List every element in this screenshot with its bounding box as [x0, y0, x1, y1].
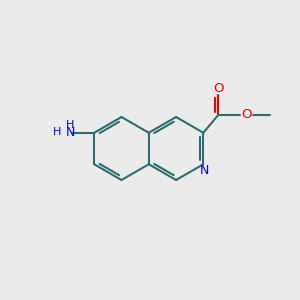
Text: H: H: [53, 127, 61, 137]
Text: N: N: [199, 164, 208, 177]
Text: N: N: [65, 126, 75, 139]
Text: H: H: [66, 120, 74, 130]
Text: O: O: [241, 108, 252, 121]
Text: O: O: [213, 82, 224, 95]
